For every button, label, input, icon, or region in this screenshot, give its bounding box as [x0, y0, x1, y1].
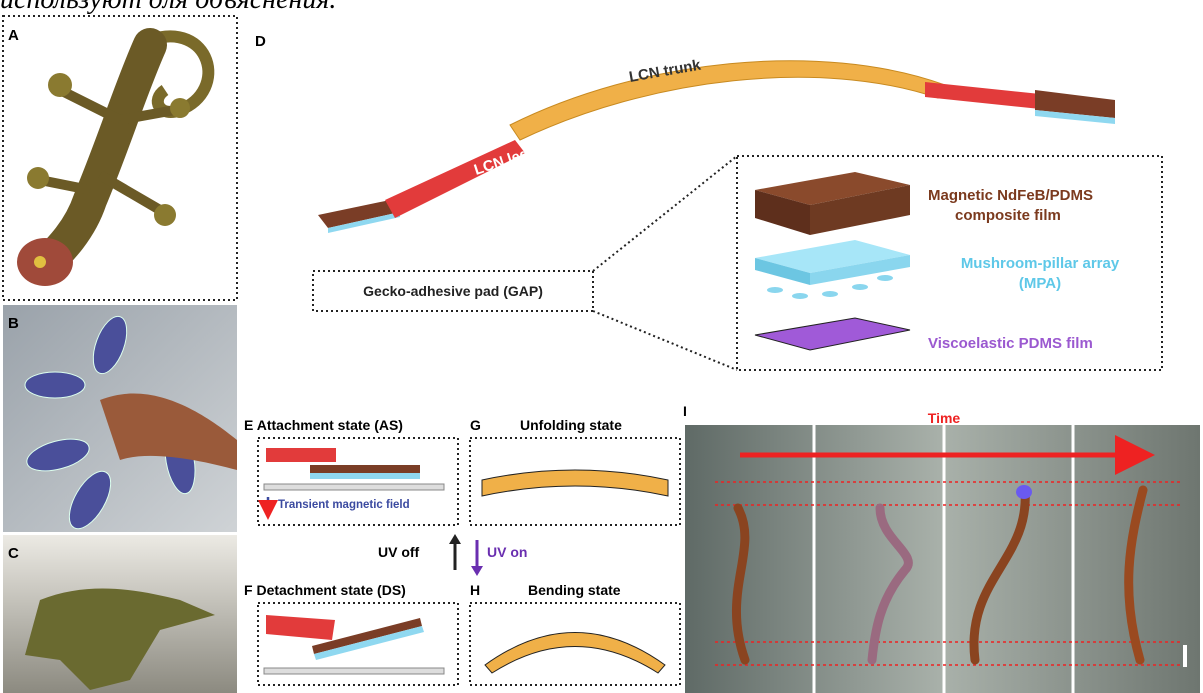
f-box	[257, 602, 459, 686]
panel-label: B	[8, 315, 19, 332]
robot-illustration	[318, 60, 1115, 233]
state-title: H Bending state	[470, 582, 621, 598]
uv-spot	[1016, 485, 1032, 499]
unfolded-trunk	[481, 469, 669, 497]
layer-label: Magnetic NdFeB/PDMS composite film	[928, 187, 1093, 224]
time-label: Time	[928, 410, 961, 426]
scale-bar	[1183, 645, 1187, 667]
zoom-lines	[592, 155, 738, 371]
gecko-illustration	[17, 28, 215, 286]
arrow-head	[449, 534, 461, 544]
attach-drawing	[258, 448, 445, 520]
panel-label: C	[8, 545, 19, 562]
header-fragment: используют для объяснения.	[0, 0, 336, 15]
uv-off: UV off	[378, 544, 420, 560]
layers-box	[736, 155, 1163, 371]
gecko-foot	[100, 393, 237, 470]
panel-label: I	[683, 403, 687, 419]
layer-label: Mushroom-pillar array (MPA)	[961, 255, 1120, 292]
arrow-head	[471, 566, 483, 576]
bent-trunk	[484, 632, 666, 674]
uv-on: UV on	[487, 544, 527, 560]
panel-a-frame	[2, 15, 238, 301]
gap-box	[312, 270, 594, 312]
field-label: Transient magnetic field	[278, 499, 410, 511]
robot-strips	[732, 485, 1148, 665]
state-title: F Detachment state (DS)	[244, 582, 406, 598]
e-box	[257, 437, 459, 526]
gap-label: Gecko-adhesive pad (GAP)	[363, 283, 543, 299]
panel-label: A	[8, 27, 19, 44]
detach-drawing	[263, 615, 445, 675]
state-title: E Attachment state (AS)	[244, 417, 403, 433]
gecko-sole	[25, 588, 215, 690]
g-box	[469, 437, 681, 526]
panel-label: D	[255, 33, 266, 50]
h-box	[469, 602, 681, 686]
frame-dividers	[812, 425, 1075, 693]
state-title: G Unfolding state	[470, 417, 622, 433]
layer-label: Viscoelastic PDMS film	[928, 335, 1093, 352]
layer-drawings	[754, 172, 911, 351]
